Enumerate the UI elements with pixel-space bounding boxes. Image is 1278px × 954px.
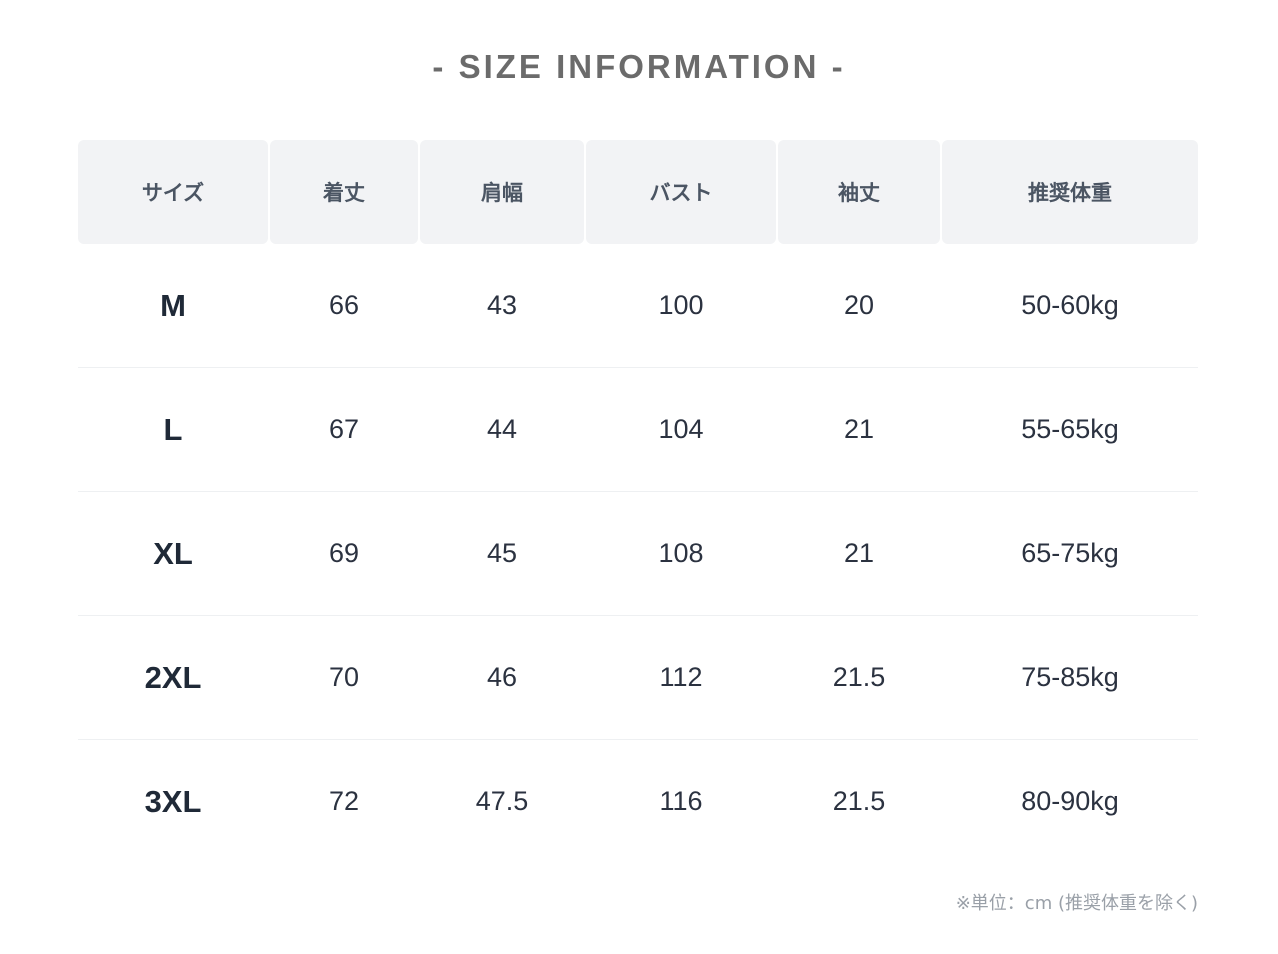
table-cell: 65-75kg xyxy=(1021,538,1119,568)
table-cell: 44 xyxy=(486,414,518,444)
table-cell: 21 xyxy=(843,414,875,444)
size-label: L xyxy=(163,411,183,447)
table-cell: 67 xyxy=(328,414,360,444)
table-cell: 72 xyxy=(328,786,360,816)
table-cell: 47.5 xyxy=(475,786,529,816)
table-cell: 46 xyxy=(486,662,518,692)
table-cell: 55-65kg xyxy=(1021,414,1119,444)
table-cell: 70 xyxy=(328,662,360,692)
table-row: 3XL 72 47.5 116 21.5 80-90kg xyxy=(78,740,1198,863)
table-cell: 104 xyxy=(658,414,704,444)
column-header: 推奨体重 xyxy=(942,140,1198,244)
table-row: L 67 44 104 21 55-65kg xyxy=(78,368,1198,492)
table-cell: 21.5 xyxy=(832,662,886,692)
column-header: 肩幅 xyxy=(420,140,584,244)
table-cell: 21.5 xyxy=(832,786,886,816)
table-cell: 116 xyxy=(659,786,703,816)
table-cell: 45 xyxy=(486,538,518,568)
table-cell: 112 xyxy=(659,662,703,692)
table-cell: 100 xyxy=(658,290,704,320)
size-table: サイズ 着丈 肩幅 バスト 袖丈 推奨体重 M 66 43 100 20 50-60kg L 67 44 1… xyxy=(78,140,1198,863)
size-label: 3XL xyxy=(144,783,202,819)
table-cell: 80-90kg xyxy=(1021,786,1119,816)
page-title: - SIZE INFORMATION - xyxy=(432,48,846,85)
size-label: XL xyxy=(153,535,193,571)
table-cell: 108 xyxy=(658,538,704,568)
table-body: M 66 43 100 20 50-60kg L 67 44 104 21 55-65kg XL 69 45… xyxy=(78,244,1198,863)
unit-note: ※単位：cm (推奨体重を除く) xyxy=(955,893,1198,914)
column-header: 袖丈 xyxy=(778,140,940,244)
table-row: M 66 43 100 20 50-60kg xyxy=(78,244,1198,368)
table-row: 2XL 70 46 112 21.5 75-85kg xyxy=(78,616,1198,740)
column-header: 着丈 xyxy=(270,140,418,244)
table-cell: 21 xyxy=(843,538,875,568)
column-header: サイズ xyxy=(78,140,268,244)
table-cell: 50-60kg xyxy=(1021,290,1119,320)
column-header: バスト xyxy=(586,140,776,244)
table-row: XL 69 45 108 21 65-75kg xyxy=(78,492,1198,616)
table-cell: 43 xyxy=(486,290,518,320)
table-cell: 69 xyxy=(328,538,360,568)
size-label: M xyxy=(160,287,186,323)
table-cell: 75-85kg xyxy=(1021,662,1119,692)
size-label: 2XL xyxy=(144,659,202,695)
table-cell: 20 xyxy=(843,290,875,320)
table-header: サイズ 着丈 肩幅 バスト 袖丈 推奨体重 xyxy=(78,140,1198,244)
table-cell: 66 xyxy=(328,290,360,320)
